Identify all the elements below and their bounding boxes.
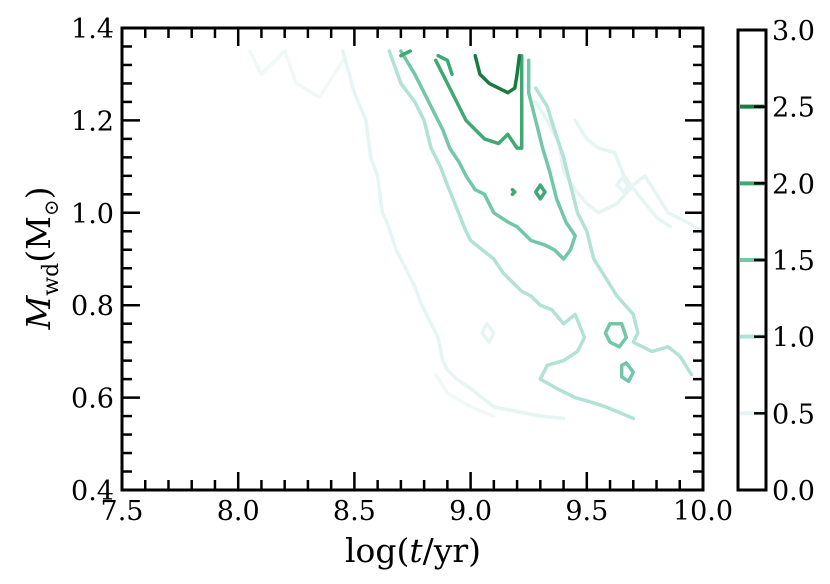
x-tick-label: 10.0 xyxy=(673,496,733,527)
y-axis-label: Mwd(M⊙) xyxy=(19,186,64,330)
contour-line-level-2 xyxy=(533,183,547,201)
colorbar-tick-label: 2.5 xyxy=(772,93,815,124)
y-tick-label: 0.6 xyxy=(71,384,114,415)
contour-line-level-2 xyxy=(433,53,524,150)
colorbar-tick-label: 3.0 xyxy=(772,16,815,47)
x-tick-label: 7.5 xyxy=(101,496,144,527)
y-tick-label: 1.0 xyxy=(71,199,114,230)
contour-line-level-0-5 xyxy=(341,49,566,421)
plot-area xyxy=(122,28,703,490)
contour-line-level-0-5 xyxy=(615,176,631,194)
y-tick-label: 0.4 xyxy=(71,476,114,507)
contour-line-level-2-5 xyxy=(473,53,522,95)
plot-frame xyxy=(120,26,705,492)
contour-line-level-2 xyxy=(399,49,412,58)
colorbar-tick-label: 1.5 xyxy=(772,246,815,277)
y-tick-label: 1.2 xyxy=(71,106,114,137)
x-tick-label: 8.0 xyxy=(217,496,260,527)
colorbar: 0.0 0.5 1.0 1.5 2.0 2.5 3.0 xyxy=(736,16,815,507)
contours xyxy=(248,49,703,421)
x-tick-label: 8.5 xyxy=(333,496,376,527)
contour-line-level-0-25 xyxy=(433,372,496,418)
contour-line-level-2 xyxy=(436,53,454,76)
x-tick-label: 9.5 xyxy=(565,496,608,527)
x-axis: 7.5 8.0 8.5 9.0 9.5 10.0 xyxy=(101,28,733,527)
contour-line-level-0-5 xyxy=(573,118,673,229)
colorbar-tick-label: 1.0 xyxy=(772,323,815,354)
y-tick-label: 1.4 xyxy=(71,14,114,45)
contour-line-level-0-5 xyxy=(480,321,496,344)
colorbar-tick-label: 2.0 xyxy=(772,169,815,200)
x-tick-label: 9.0 xyxy=(449,496,492,527)
contour-line-level-1-5 xyxy=(603,321,629,349)
contour-line-level-1 xyxy=(387,49,636,421)
contour-line-level-1-5 xyxy=(619,361,636,384)
contour-line-level-1 xyxy=(533,86,694,377)
contour-line-level-1-5 xyxy=(399,49,577,261)
contour-line-level-0-25 xyxy=(248,49,345,100)
plot-background xyxy=(122,28,703,490)
contour-line-level-2 xyxy=(510,187,517,197)
plot-border xyxy=(120,26,705,492)
y-tick-label: 0.8 xyxy=(71,291,114,322)
x-axis-label: log(t/yr) xyxy=(345,531,481,570)
y-axis: 0.4 0.6 0.8 1.0 1.2 1.4 xyxy=(71,14,703,507)
colorbar-tick-label: 0.5 xyxy=(772,399,815,430)
colorbar-tick-label: 0.0 xyxy=(772,476,815,507)
